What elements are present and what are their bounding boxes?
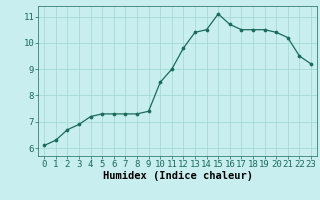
X-axis label: Humidex (Indice chaleur): Humidex (Indice chaleur) xyxy=(103,171,252,181)
